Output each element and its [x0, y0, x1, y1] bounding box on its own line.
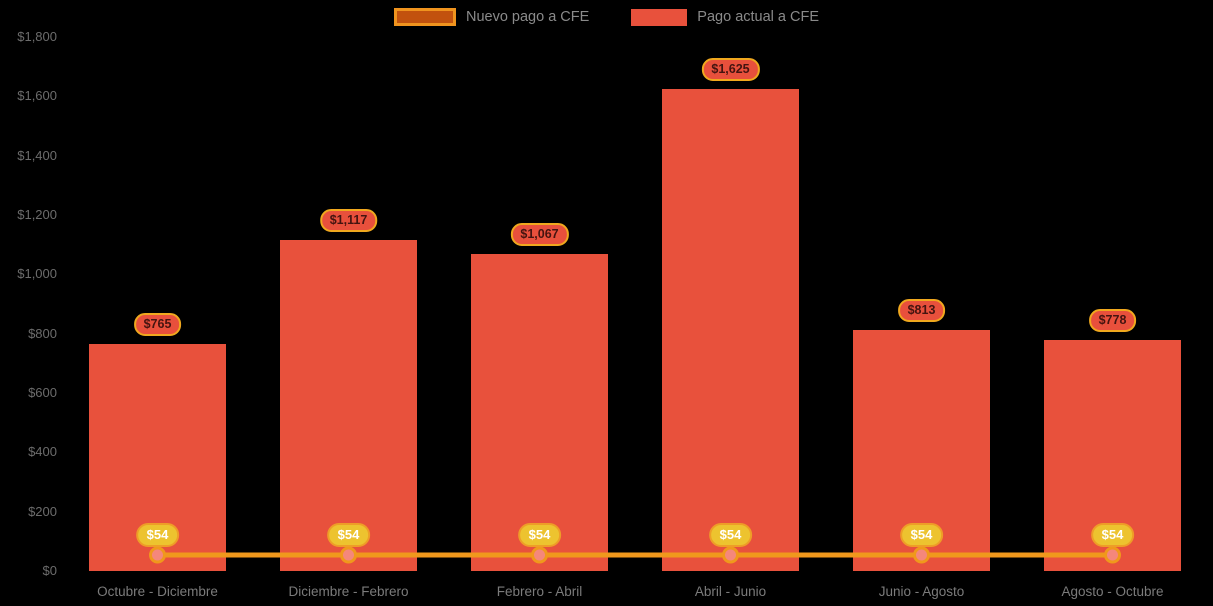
line-value-label: $54 [708, 522, 753, 547]
line-value-label: $54 [326, 522, 371, 547]
bar-pago-actual[interactable] [471, 254, 608, 571]
y-axis-label: $400 [28, 444, 57, 460]
x-axis-label: Junio - Agosto [878, 584, 965, 599]
legend-item-pago-actual[interactable]: Pago actual a CFE [631, 8, 820, 26]
line-value-label: $54 [517, 522, 562, 547]
line-value-label: $54 [899, 522, 944, 547]
line-point[interactable] [1104, 546, 1121, 564]
bar-value-label: $1,117 [319, 208, 378, 232]
legend-label-pago-actual: Pago actual a CFE [697, 9, 820, 25]
y-axis-label: $1,200 [17, 207, 57, 222]
bar-pago-actual[interactable] [280, 239, 417, 571]
x-axis-label: Diciembre - Febrero [288, 584, 409, 599]
line-point[interactable] [531, 546, 548, 564]
y-axis-label: $600 [28, 385, 57, 400]
line-point[interactable] [913, 546, 930, 564]
legend-label-nuevo-pago: Nuevo pago a CFE [465, 9, 590, 25]
y-axis-label: $0 [42, 563, 57, 578]
legend: Nuevo pago a CFE Pago actual a CFE [0, 8, 1213, 26]
x-axis-label: Febrero - Abril [496, 584, 583, 599]
x-axis-label: Agosto - Octubre [1061, 584, 1164, 599]
line-point[interactable] [340, 546, 357, 564]
legend-swatch-bar-icon [631, 8, 688, 26]
y-axis-label: $800 [28, 325, 57, 341]
line-value-label: $54 [135, 522, 180, 547]
bar-pago-actual[interactable] [662, 88, 799, 571]
y-axis-label: $1,600 [17, 88, 57, 104]
bar-value-label: $765 [133, 313, 182, 337]
y-axis-label: $200 [28, 503, 57, 519]
y-axis-label: $1,400 [17, 147, 57, 163]
y-axis-label: $1,800 [17, 29, 57, 44]
legend-swatch-line-icon [393, 8, 456, 26]
y-axis-label: $1,000 [17, 266, 57, 282]
line-point[interactable] [149, 546, 166, 564]
bar-value-label: $813 [897, 298, 946, 322]
x-axis-label: Abril - Junio [694, 584, 767, 599]
bar-value-label: $1,625 [701, 57, 760, 81]
x-axis-label: Octubre - Diciembre [97, 584, 218, 599]
line-point[interactable] [722, 546, 739, 564]
legend-item-nuevo-pago[interactable]: Nuevo pago a CFE [393, 8, 590, 26]
bar-value-label: $1,067 [510, 223, 569, 247]
line-value-label: $54 [1090, 522, 1135, 547]
bar-value-label: $778 [1088, 309, 1137, 333]
